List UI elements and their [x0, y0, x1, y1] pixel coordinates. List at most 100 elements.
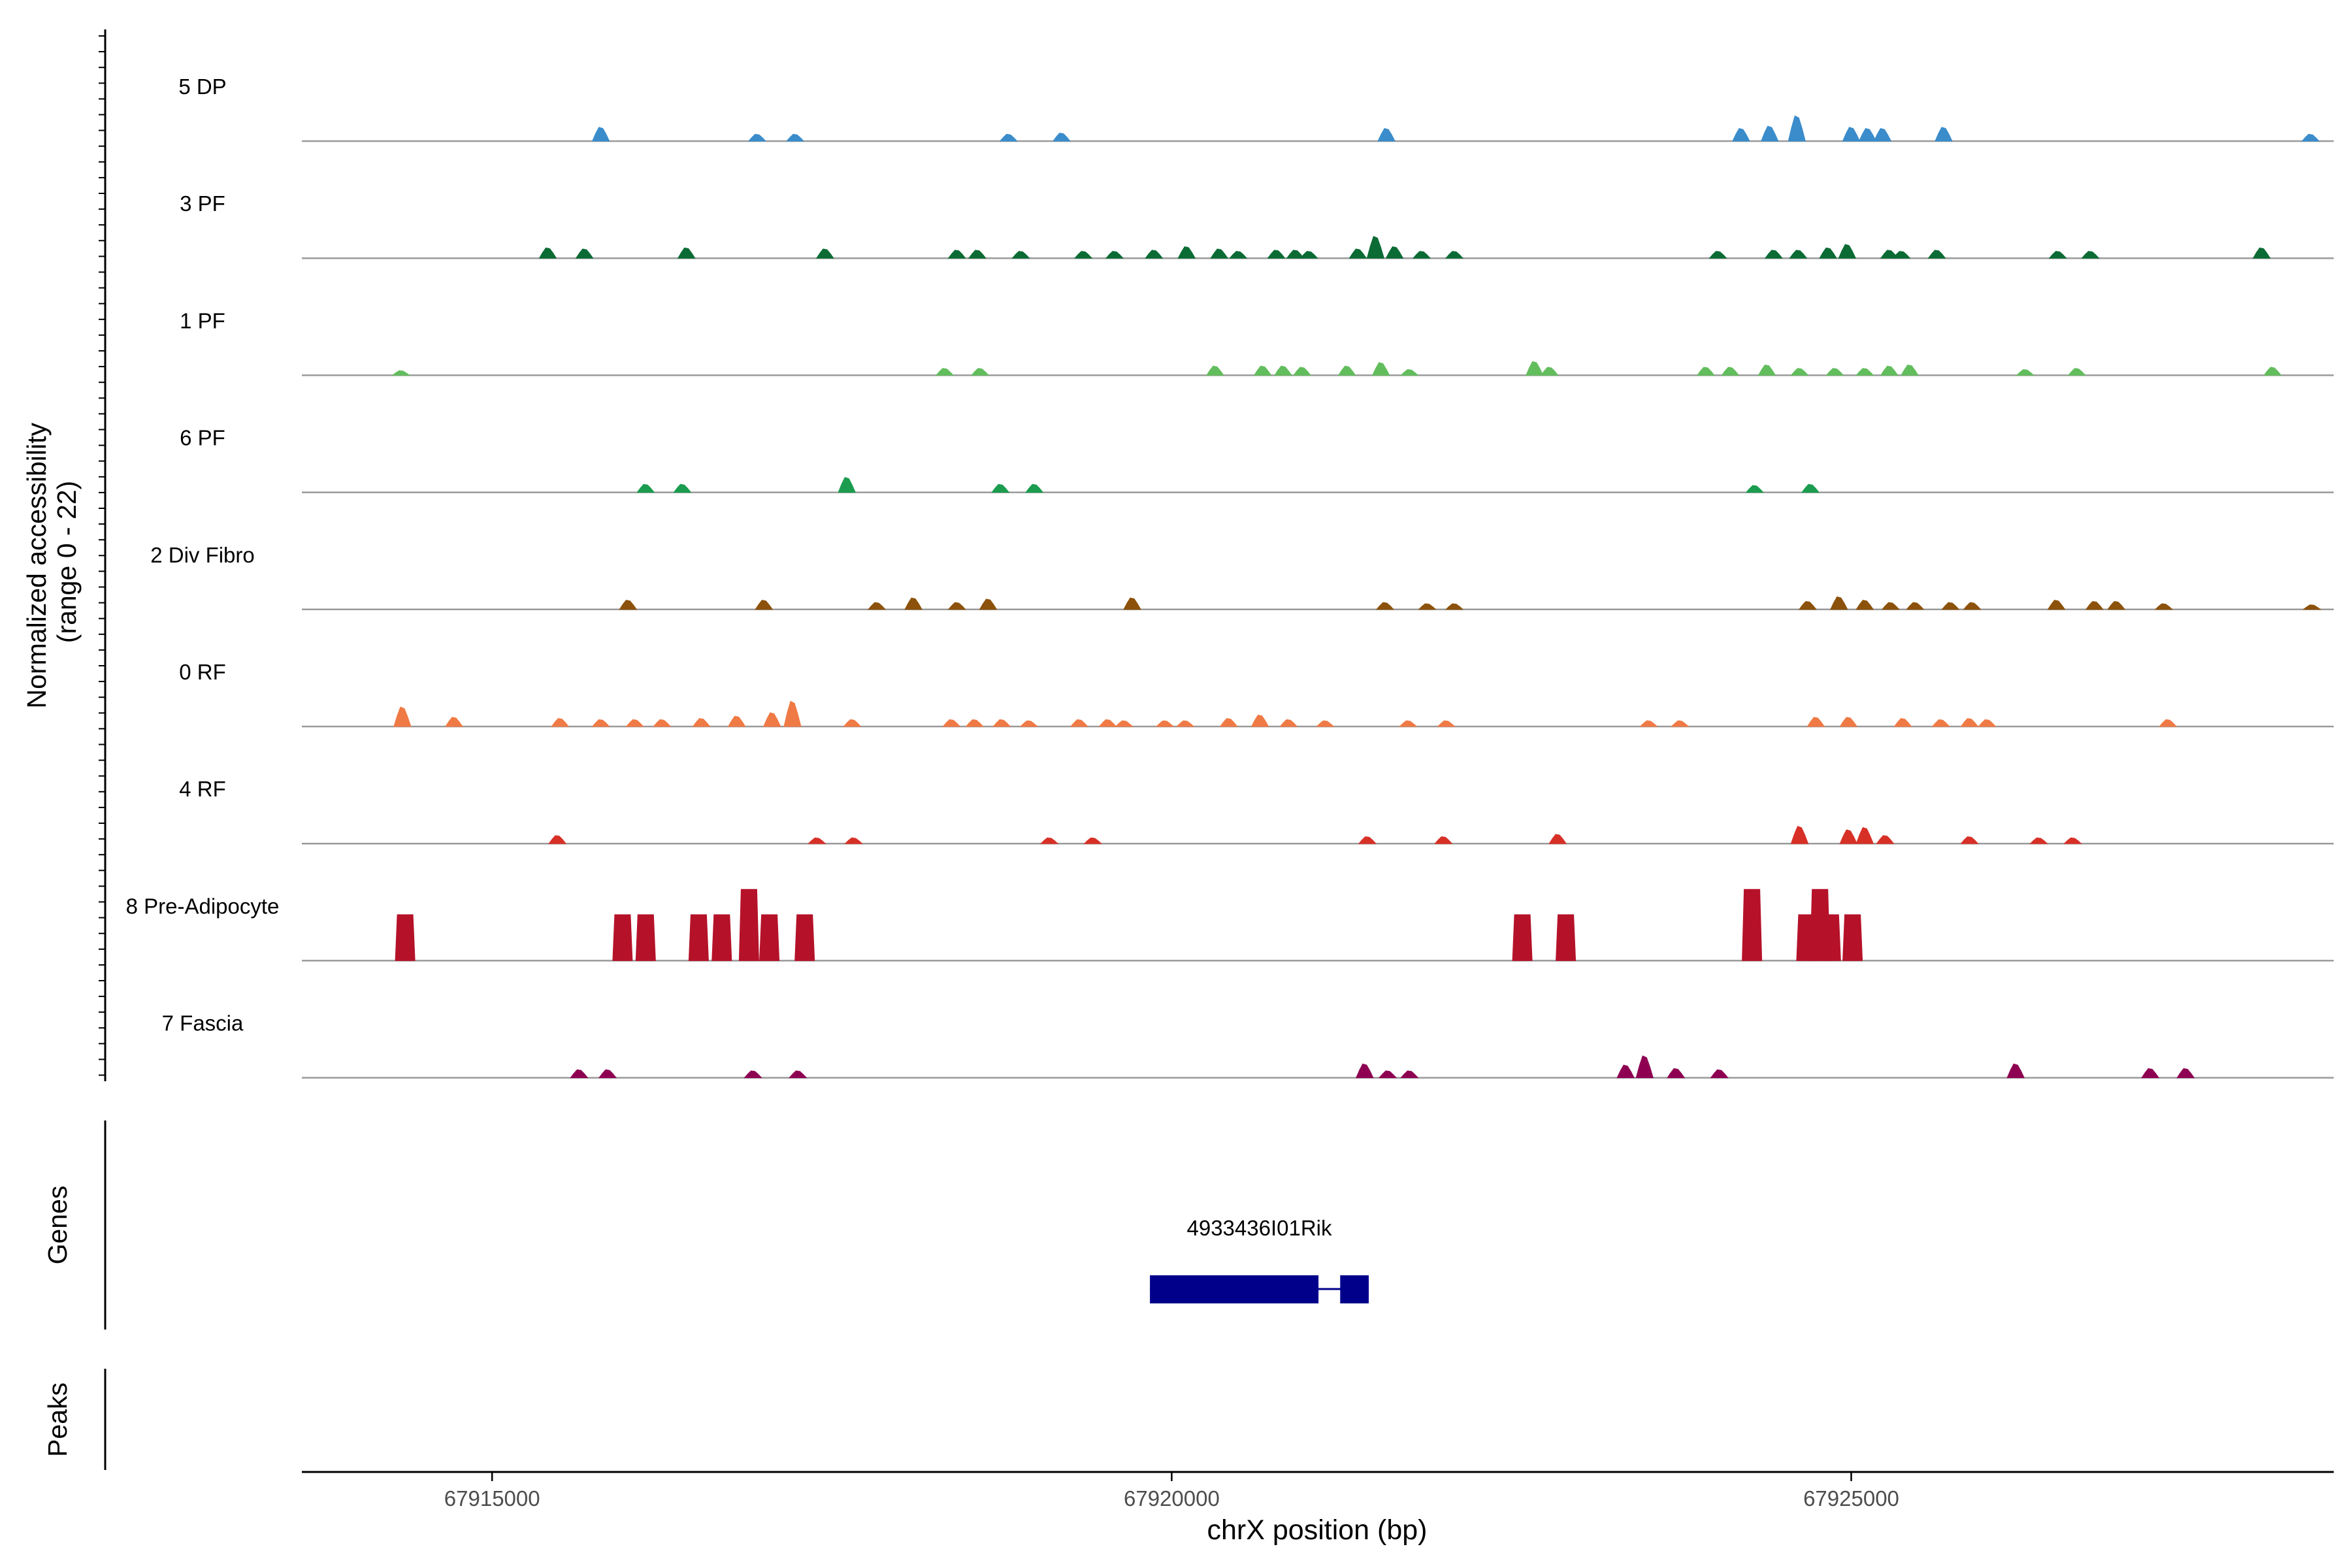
coverage-peak	[2048, 251, 2067, 259]
coverage-peak	[1399, 720, 1418, 727]
coverage-peak	[2141, 1068, 2160, 1079]
coverage-peak	[1876, 835, 1895, 844]
coverage-peak	[2016, 369, 2035, 376]
coverage-peak	[1253, 365, 1272, 376]
coverage-peak	[1445, 603, 1464, 610]
coverage-peak	[999, 133, 1018, 142]
coverage-peak	[570, 1069, 589, 1079]
coverage-peak	[538, 247, 557, 259]
coverage-peak	[1379, 1070, 1397, 1079]
coverage-peak	[1375, 602, 1395, 610]
coverage-peak	[711, 914, 732, 961]
coverage-peak	[653, 719, 672, 727]
coverage-peak	[808, 837, 826, 844]
coverage-peak	[783, 700, 802, 727]
coverage-peak	[1963, 602, 1982, 610]
coverage-peak	[1788, 115, 1806, 142]
coverage-peak	[395, 914, 416, 961]
coverage-peak	[2085, 600, 2104, 610]
coverage-peak	[2006, 1063, 2025, 1079]
coverage-peak	[2081, 251, 2100, 259]
coverage-peak	[1070, 719, 1089, 727]
coverage-peak	[992, 719, 1011, 727]
coverage-axis-ticks	[99, 35, 105, 1076]
track-7-fascia: 7 Fascia	[162, 1011, 2334, 1079]
coverage-peak	[747, 133, 767, 142]
coverage-peak	[2263, 367, 2282, 376]
coverage-peak	[445, 717, 463, 727]
coverage-peak	[612, 914, 633, 961]
coverage-peak	[1842, 914, 1863, 961]
coverage-peak	[2252, 247, 2271, 259]
coverage-peak	[1820, 914, 1841, 961]
coverage-peak	[591, 127, 610, 142]
coverage-peak	[1906, 602, 1925, 610]
coverage-peak	[1667, 1068, 1686, 1079]
coverage-peak	[727, 715, 746, 727]
coverage-peak	[1299, 251, 1318, 259]
track-label: 8 Pre-Adipocyte	[126, 894, 280, 918]
track-label: 0 RF	[179, 660, 226, 684]
coverage-peak	[1892, 251, 1911, 259]
coverage-peak	[1742, 889, 1763, 961]
track-label: 7 Fascia	[162, 1011, 244, 1036]
coverage-peak	[1019, 720, 1039, 727]
coverage-peak	[1105, 251, 1124, 259]
coverage-peak	[1764, 250, 1783, 259]
coverage-peak	[971, 368, 990, 376]
x-tick-label: 67915000	[444, 1486, 540, 1511]
coverage-peak	[1385, 246, 1404, 259]
coverage-peak	[2159, 719, 2178, 727]
coverage-peak	[1696, 367, 1715, 376]
coverage-peak	[2301, 133, 2320, 142]
coverage-peak	[1052, 133, 1071, 142]
coverage-peak	[598, 1069, 617, 1079]
gene-exon	[1150, 1275, 1319, 1303]
coverage-peak	[1838, 244, 1857, 259]
coverage-peak	[786, 133, 805, 142]
coverage-peak	[1556, 914, 1576, 961]
coverage-peak	[1400, 1070, 1419, 1079]
coverage-peak	[991, 483, 1010, 493]
coverage-peak	[1418, 603, 1437, 610]
coverage-peak	[1177, 246, 1196, 259]
coverage-peak	[1927, 250, 1946, 259]
coverage-peak	[548, 835, 567, 844]
coverage-peak	[1025, 483, 1044, 493]
coverage-peak	[1960, 836, 1979, 844]
coverage-peak	[551, 718, 570, 727]
coverage-peak	[591, 719, 610, 727]
coverage-peak	[1123, 597, 1141, 610]
coverage-peak	[1721, 367, 1740, 376]
coverage-peak	[763, 712, 781, 727]
gene-exon	[1340, 1275, 1369, 1303]
track-4-rf: 4 RF	[179, 777, 2334, 845]
coverage-tracks: 5 DP 3 PF 1 PF 6 PF 2 Div Fibro 0 RF 4 RF 8 Pre…	[126, 74, 2334, 1079]
coverage-peak	[692, 718, 711, 727]
coverage-peak	[935, 368, 955, 376]
coverage-peak	[1978, 719, 1997, 727]
coverage-peak	[1732, 128, 1750, 142]
coverage-peak	[979, 598, 998, 610]
coverage-peak	[2047, 600, 2066, 610]
coverage-peak	[1540, 367, 1559, 376]
coverage-peak	[1880, 365, 1899, 376]
coverage-axis-title: Normalized accessibility (range 0 - 22)	[22, 416, 82, 709]
coverage-peak	[1155, 720, 1175, 727]
coverage-peak	[1400, 369, 1419, 376]
coverage-peak	[619, 600, 638, 610]
coverage-peak	[1806, 717, 1825, 727]
coverage-peak	[1639, 720, 1658, 727]
coverage-peak	[1855, 826, 1874, 844]
coverage-peak	[2067, 368, 2086, 376]
coverage-peak	[947, 250, 966, 259]
track-0-rf: 0 RF	[179, 660, 2334, 728]
coverage-peak	[636, 483, 655, 493]
track-3-pf: 3 PF	[180, 191, 2334, 259]
coverage-peak	[1873, 128, 1892, 142]
coverage-peak	[677, 247, 696, 259]
coverage-peak	[843, 719, 862, 727]
coverage-peak	[1274, 365, 1292, 376]
coverage-peak	[1175, 720, 1195, 727]
coverage-peak	[1855, 368, 1874, 376]
